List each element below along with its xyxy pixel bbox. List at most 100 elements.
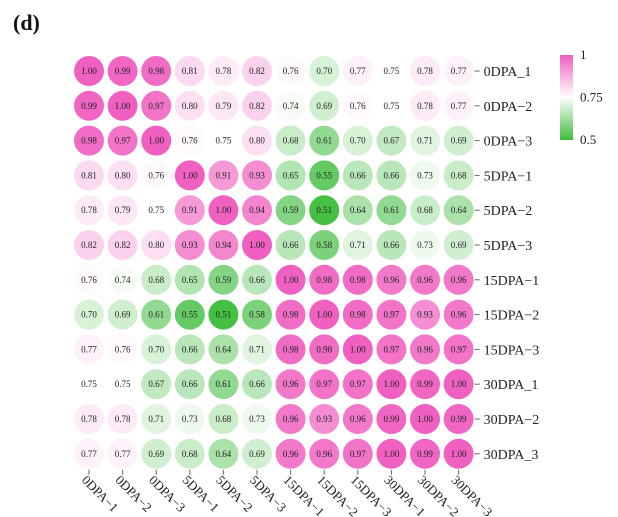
cell-value-label: 0.96	[283, 449, 299, 459]
heatmap-cell	[208, 56, 239, 86]
row-label: 30DPA−2	[484, 413, 540, 428]
cell-value-label: 0.99	[81, 101, 97, 111]
cell-value-label: 0.71	[417, 136, 433, 146]
heatmap-cell	[74, 299, 104, 330]
heatmap-cell	[309, 56, 340, 86]
heatmap-cell	[376, 264, 407, 295]
cell-value-label: 0.91	[216, 170, 232, 180]
cell-value-label: 0.97	[451, 344, 467, 354]
cell-value-label: 0.73	[249, 414, 265, 424]
heatmap-cell	[275, 404, 306, 434]
heatmap-cell	[107, 195, 138, 226]
heatmap-cell	[208, 90, 239, 121]
heatmap-cell	[309, 90, 340, 121]
cell-value-label: 0.68	[283, 136, 299, 146]
cell-value-label: 0.82	[249, 101, 265, 111]
row-label: 15DPA−1	[484, 274, 540, 289]
heatmap-cell	[141, 56, 172, 86]
heatmap-cell	[174, 369, 205, 400]
heatmap-cell	[242, 438, 272, 469]
heatmap-cell	[443, 160, 474, 191]
cell-value-label: 0.68	[182, 449, 198, 459]
heatmap-cell	[242, 404, 272, 434]
color-legend: 1 0.75 0.5	[560, 47, 603, 147]
heatmap-cell	[208, 125, 239, 156]
heatmap-cell	[141, 90, 172, 121]
heatmap-cell	[174, 438, 205, 469]
heatmap-cell	[410, 334, 440, 365]
cell-value-label: 0.77	[115, 449, 131, 459]
heatmap-cell	[443, 264, 474, 295]
cell-value-label: 0.75	[384, 101, 400, 111]
cell-value-label: 0.69	[115, 310, 131, 320]
heatmap-cell	[74, 125, 104, 156]
row-label: 30DPA_1	[484, 378, 539, 393]
cell-value-label: 0.66	[249, 379, 265, 389]
heatmap-cell	[275, 230, 306, 260]
cell-value-label: 0.68	[451, 170, 467, 180]
cell-value-label: 0.91	[182, 205, 198, 215]
heatmap-cell	[376, 90, 407, 121]
heatmap-cell	[342, 160, 373, 191]
heatmap-cell	[342, 404, 373, 434]
heatmap-cell	[410, 125, 440, 156]
cell-value-label: 0.73	[417, 240, 433, 250]
heatmap-cell	[342, 195, 373, 226]
heatmap-cell	[410, 230, 440, 260]
heatmap-cell	[242, 125, 272, 156]
heatmap-cell	[208, 230, 239, 260]
heatmap-cell	[107, 369, 138, 400]
cell-value-label: 0.65	[182, 275, 198, 285]
row-label: 30DPA_3	[484, 448, 539, 463]
row-labels-layer: 0DPA_1 0DPA−2 0DPA−3 5DPA−1 5DPA−2 5DPA−3 15DP…	[474, 65, 540, 463]
cell-value-label: 0.77	[81, 449, 97, 459]
cell-value-label: 1.00	[451, 449, 467, 459]
cell-value-label: 0.94	[249, 205, 265, 215]
heatmap-cell	[410, 299, 440, 330]
cell-value-label: 0.96	[384, 275, 400, 285]
cell-value-label: 0.76	[81, 275, 97, 285]
heatmap-cell	[74, 230, 104, 260]
cell-value-label: 0.98	[316, 344, 332, 354]
cell-value-label: 0.64	[451, 205, 467, 215]
heatmap-cell	[74, 264, 104, 295]
cell-value-label: 0.99	[384, 414, 400, 424]
heatmap-cell	[242, 264, 272, 295]
heatmap-cell	[443, 56, 474, 86]
heatmap-cell	[208, 404, 239, 434]
heatmap-cell	[141, 230, 172, 260]
heatmap-cell	[107, 264, 138, 295]
cell-value-label: 0.78	[417, 101, 433, 111]
cell-value-label: 0.93	[417, 310, 433, 320]
cell-value-label: 0.55	[316, 170, 332, 180]
heatmap-cell	[107, 230, 138, 260]
cell-value-label: 0.80	[115, 170, 131, 180]
row-label: 15DPA−2	[484, 309, 540, 324]
heatmap-cell	[443, 125, 474, 156]
cell-value-label: 0.61	[316, 136, 332, 146]
heatmap-cell	[443, 195, 474, 226]
heatmap-cell	[309, 264, 340, 295]
heatmap-cell	[208, 264, 239, 295]
cell-value-label: 0.77	[451, 66, 467, 76]
heatmap-cell	[242, 56, 272, 86]
heatmap-cell	[443, 404, 474, 434]
cell-value-label: 0.99	[451, 414, 467, 424]
heatmap-cell	[309, 230, 340, 260]
heatmap-cell	[141, 195, 172, 226]
heatmap-cell	[309, 369, 340, 400]
cell-value-label: 0.69	[148, 449, 164, 459]
heatmap-cell	[141, 438, 172, 469]
heatmap-cell	[107, 299, 138, 330]
cell-value-label: 0.66	[384, 170, 400, 180]
column-label: 5DPA−3	[247, 472, 290, 515]
heatmap-cell	[342, 438, 373, 469]
legend-colorbar	[560, 55, 573, 140]
heatmap-cell	[107, 160, 138, 191]
row-label: 5DPA−1	[484, 169, 533, 184]
cell-value-label: 0.66	[182, 344, 198, 354]
cell-value-label: 0.76	[283, 66, 299, 76]
cell-value-label: 0.97	[350, 379, 366, 389]
heatmap-cell	[107, 90, 138, 121]
heatmap-cell	[74, 195, 104, 226]
